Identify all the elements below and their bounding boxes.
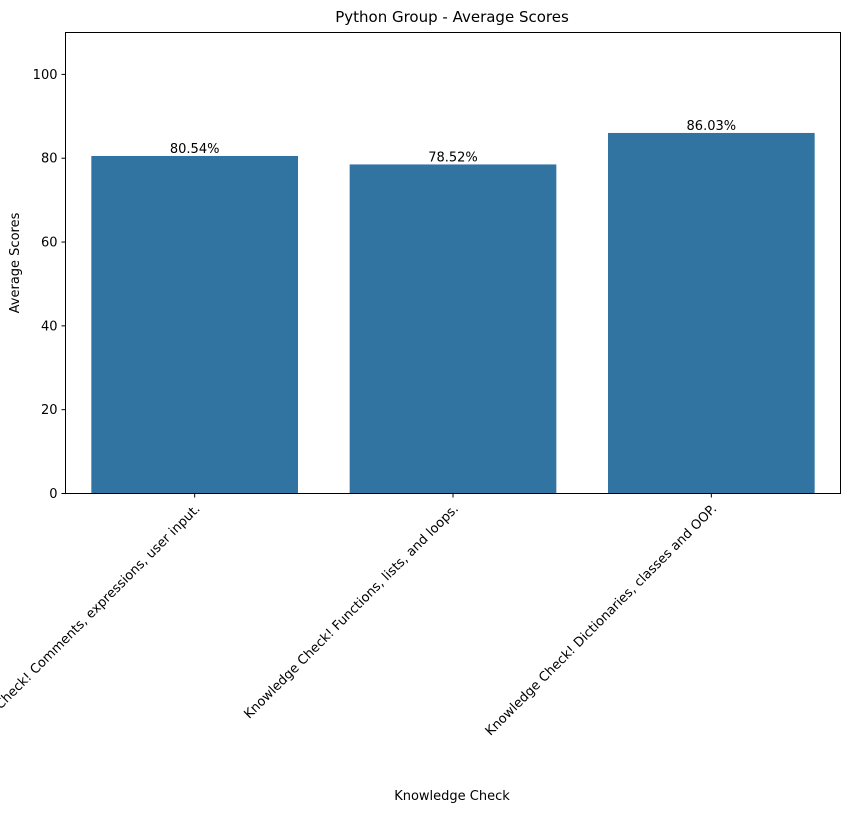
data-labels-group: 80.54% 78.52% 86.03% bbox=[170, 119, 736, 165]
data-label-2: 78.52% bbox=[428, 150, 478, 165]
bar-1 bbox=[91, 155, 298, 494]
y-tick-label-80: 80 bbox=[41, 152, 58, 167]
bars-group bbox=[91, 132, 815, 494]
y-tick-label-0: 0 bbox=[49, 487, 57, 502]
bar-3 bbox=[608, 132, 815, 494]
y-tick-label-60: 60 bbox=[41, 236, 58, 251]
x-tick-label-1: Knowledge Check! Comments, expressions, … bbox=[0, 502, 203, 766]
y-tick-label-100: 100 bbox=[33, 68, 58, 83]
data-label-1: 80.54% bbox=[170, 142, 220, 157]
x-axis-label: Knowledge Check bbox=[394, 789, 510, 804]
y-tick-label-20: 20 bbox=[41, 403, 58, 418]
y-axis-label: Average Scores bbox=[8, 212, 23, 313]
x-axis-ticks: Knowledge Check! Comments, expressions, … bbox=[0, 493, 720, 766]
y-tick-label-40: 40 bbox=[41, 319, 58, 334]
data-label-3: 86.03% bbox=[687, 119, 737, 134]
x-tick-label-3: Knowledge Check! Dictionaries, classes a… bbox=[483, 502, 720, 739]
x-tick-label-2: Knowledge Check! Functions, lists, and l… bbox=[241, 502, 461, 722]
plot-frame bbox=[65, 32, 841, 494]
chart-title: Python Group - Average Scores bbox=[335, 8, 569, 26]
bar-2 bbox=[349, 164, 557, 494]
y-axis-ticks: 0 20 40 60 80 100 bbox=[33, 68, 66, 502]
